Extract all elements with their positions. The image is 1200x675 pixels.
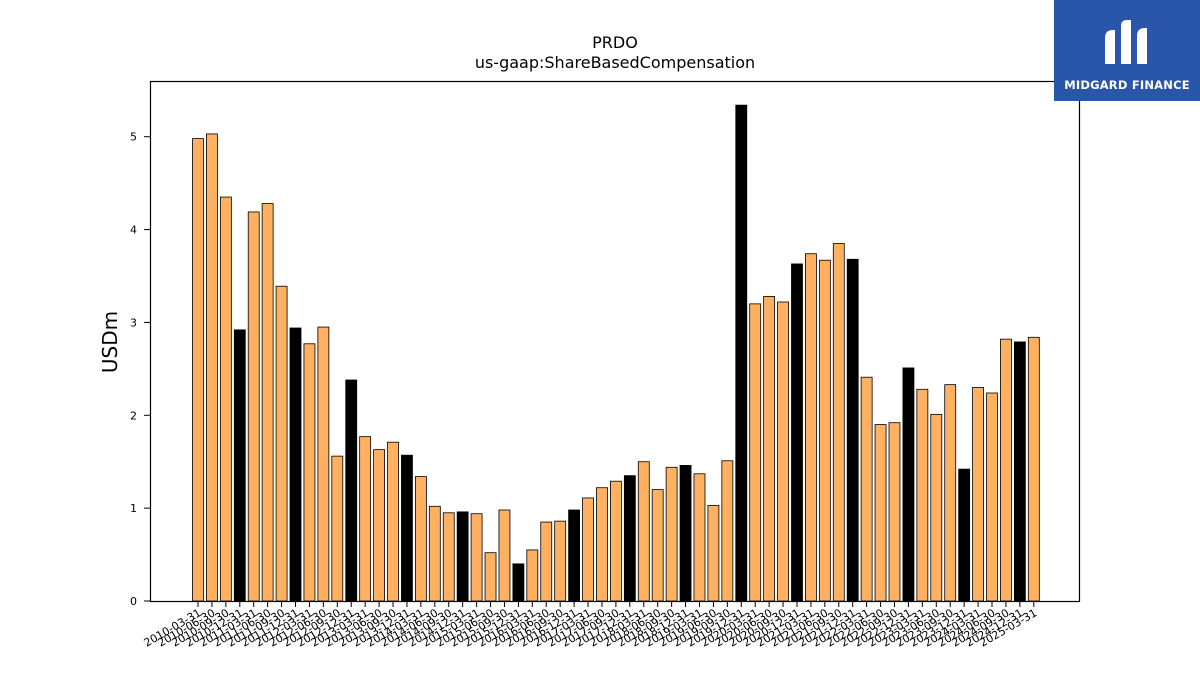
bar-2018-03-31 — [637, 461, 650, 602]
bar-2010-12-31 — [233, 329, 246, 602]
bar-2024-12-31 — [1013, 341, 1026, 602]
bar-2017-09-30 — [610, 480, 622, 602]
bar-2013-06-30 — [373, 449, 385, 602]
bar-2012-09-30 — [331, 455, 344, 602]
bar-2015-09-30 — [498, 509, 511, 602]
bar-2022-12-31 — [902, 367, 915, 602]
bar-2019-03-31 — [693, 473, 706, 602]
y-tick-label: 2 — [130, 409, 137, 422]
chart-subtitle: us-gaap:ShareBasedCompensation — [475, 53, 755, 72]
bar-2018-12-31 — [679, 465, 692, 602]
bar-2019-09-30 — [721, 460, 734, 602]
bar-2016-09-30 — [554, 520, 567, 602]
bar-2013-03-31 — [359, 436, 372, 602]
bar-2020-03-31 — [749, 303, 762, 602]
bar-2023-09-30 — [944, 384, 957, 602]
bar-2013-12-31 — [401, 454, 413, 602]
logo-mark-icon — [1105, 19, 1147, 64]
bars-group — [192, 104, 1040, 602]
bar-2012-12-31 — [345, 379, 358, 602]
bar-2019-12-31 — [735, 104, 748, 602]
bar-2019-06-30 — [707, 504, 720, 602]
bar-2023-06-30 — [930, 413, 943, 602]
bar-2024-06-30 — [986, 392, 998, 602]
bar-2015-03-31 — [470, 513, 483, 602]
logo-text: MIDGARD FINANCE — [1064, 77, 1190, 92]
bar-2017-06-30 — [596, 487, 608, 602]
bar-2014-06-30 — [428, 505, 441, 602]
bar-2022-09-30 — [888, 422, 901, 602]
brand-logo: MIDGARD FINANCE — [1054, 0, 1200, 101]
y-tick-label: 4 — [130, 224, 137, 237]
bar-2021-06-30 — [818, 259, 831, 602]
plot-frame — [149, 80, 1081, 603]
bar-2016-03-31 — [526, 549, 539, 602]
bar-2022-03-31 — [860, 376, 873, 602]
bar-2014-03-31 — [414, 476, 427, 602]
bar-2020-09-30 — [777, 301, 789, 602]
y-tick-label: 3 — [130, 316, 137, 329]
bar-2020-12-31 — [791, 263, 803, 602]
bar-2021-09-30 — [832, 243, 845, 602]
bar-2018-09-30 — [665, 466, 678, 602]
bar-2025-03-31 — [1027, 336, 1040, 602]
bar-2010-03-31 — [192, 138, 204, 602]
bar-2011-03-31 — [247, 211, 260, 602]
y-axis-label: USDm — [98, 311, 122, 373]
bar-2024-09-30 — [1000, 338, 1012, 602]
x-ticks-group: 2010-03-312010-06-302010-09-302010-12-31… — [142, 601, 1039, 650]
chart-title: PRDO — [592, 33, 638, 52]
bar-2016-12-31 — [568, 509, 581, 602]
bar-2024-03-31 — [972, 387, 984, 602]
bar-2012-03-31 — [303, 343, 316, 602]
y-tick-label: 1 — [130, 502, 137, 515]
bar-2015-06-30 — [484, 552, 497, 602]
y-tick-label: 5 — [130, 131, 137, 144]
bar-2022-06-30 — [874, 424, 887, 602]
y-tick-label: 0 — [130, 595, 137, 608]
bar-2013-09-30 — [387, 441, 399, 602]
bar-2014-09-30 — [442, 512, 455, 602]
bar-2011-12-31 — [289, 327, 302, 602]
bar-2011-09-30 — [275, 285, 288, 602]
bar-2023-12-31 — [958, 468, 971, 602]
y-ticks-group: 0 1 2 3 4 5 — [130, 131, 150, 608]
bar-2016-06-30 — [540, 521, 553, 602]
bar-2014-12-31 — [456, 511, 469, 602]
bar-2011-06-30 — [261, 203, 274, 602]
bar-2020-06-30 — [763, 296, 776, 602]
bar-2023-03-31 — [916, 388, 929, 602]
bar-2010-09-30 — [219, 196, 232, 602]
bar-2018-06-30 — [651, 489, 664, 602]
bar-2015-12-31 — [512, 563, 525, 602]
bar-2017-12-31 — [623, 475, 636, 602]
bar-2021-03-31 — [805, 253, 817, 602]
bar-2012-06-30 — [317, 326, 330, 602]
bar-2010-06-30 — [206, 133, 218, 602]
bar-2021-12-31 — [846, 258, 859, 602]
bar-2017-03-31 — [582, 497, 594, 602]
